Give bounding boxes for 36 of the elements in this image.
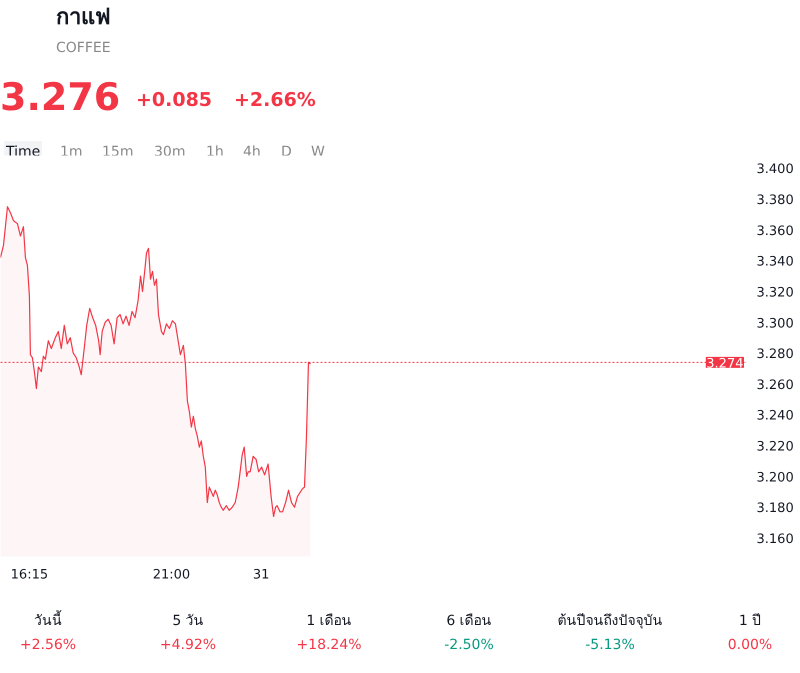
- text: ต้นปีจนถึงปัจจุบัน: [556, 612, 664, 631]
- x-tick-label: 31: [252, 568, 270, 582]
- text: 3.276: [0, 74, 120, 121]
- text: 4h: [242, 143, 262, 162]
- y-tick-label: 3.280: [756, 347, 794, 362]
- y-tick-label: 3.220: [756, 440, 794, 455]
- y-tick-label: 3.240: [756, 408, 794, 424]
- y-tick-label: 3.320: [756, 285, 794, 300]
- text: W: [310, 143, 326, 162]
- text: 0.00%: [726, 636, 774, 655]
- text: -5.13%: [584, 636, 636, 655]
- x-tick-label: 16:15: [10, 568, 48, 582]
- text: +2.56%: [18, 636, 78, 655]
- text: +18.24%: [295, 636, 363, 655]
- y-tick-label: 3.200: [756, 470, 794, 486]
- text: 6 เดือน: [446, 613, 492, 629]
- text: 1 เดือน: [305, 612, 353, 631]
- text: วันนี้: [33, 611, 63, 631]
- y-tick-label: 3.300: [756, 316, 794, 332]
- y-tick-label: 3.380: [756, 193, 794, 208]
- text: +4.92%: [158, 636, 218, 655]
- text: -2.50%: [443, 636, 495, 655]
- ref-line-label: 3.274: [706, 356, 744, 372]
- text: +0.085: [136, 88, 212, 113]
- y-tick-label: 3.180: [756, 501, 794, 516]
- y-tick-label: 3.400: [756, 162, 794, 178]
- x-tick-label: 21:00: [152, 568, 190, 582]
- text: 1 ปี: [738, 613, 762, 629]
- text: 5 วัน: [171, 612, 205, 631]
- y-tick-label: 3.160: [756, 532, 794, 548]
- text: +2.66%: [234, 88, 316, 113]
- chart-subtitle: COFFEE: [56, 39, 111, 58]
- y-tick-label: 3.340: [756, 254, 794, 270]
- chart-title: กาแฟ: [56, 4, 111, 32]
- y-tick-label: 3.260: [756, 378, 794, 393]
- y-tick-label: 3.360: [756, 224, 794, 239]
